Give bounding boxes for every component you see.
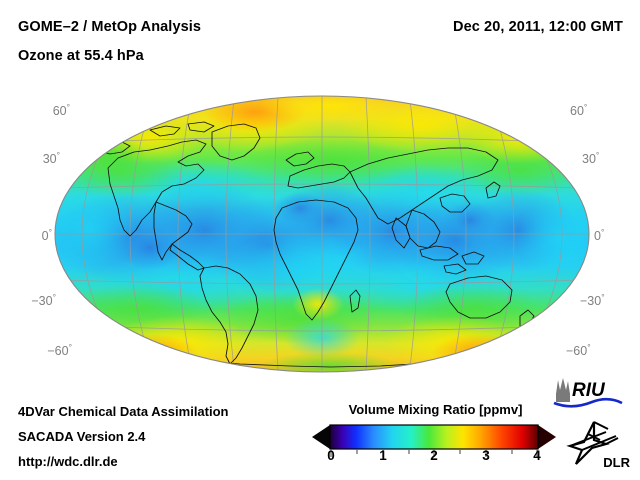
colorbar-over-arrow	[538, 425, 556, 449]
colorbar-tick-1: 1	[379, 448, 387, 463]
colorbar-tick-4: 4	[533, 448, 541, 463]
footer-line-version: SACADA Version 2.4	[18, 429, 146, 444]
ozone-field	[55, 96, 589, 372]
colorbar-tick-3: 3	[482, 448, 490, 463]
colorbar-gradient	[330, 425, 538, 449]
lat-label-right-30: 30°	[582, 150, 600, 167]
lat-label-right-minus30: −30°	[580, 292, 605, 309]
page-title: GOME–2 / MetOp Analysis	[18, 19, 202, 35]
logo-group: RIU	[553, 378, 623, 465]
lat-label-left-minus60: −60°	[47, 342, 72, 359]
date-stamp: Dec 20, 2011, 12:00 GMT	[453, 19, 623, 35]
riu-logo: RIU	[553, 378, 623, 408]
riu-logo-text: RIU	[572, 380, 606, 401]
globe-outline	[54, 95, 590, 373]
dlr-logo-text: DLR	[603, 455, 630, 470]
lat-label-left-60: 60°	[52, 102, 70, 119]
colorbar-tick-0: 0	[327, 448, 335, 463]
lat-label-right-60: 60°	[570, 102, 588, 119]
footer-line-assimilation: 4DVar Chemical Data Assimilation	[18, 404, 229, 419]
lat-label-left-0: 0°	[41, 227, 52, 244]
colorbar-under-arrow	[312, 425, 330, 449]
lat-label-left-30: 30°	[42, 150, 60, 167]
lat-label-right-minus60: −60°	[566, 342, 591, 359]
dlr-logo	[566, 421, 619, 465]
colorbar-title: Volume Mixing Ratio [ppmv]	[348, 402, 523, 417]
page-subtitle: Ozone at 55.4 hPa	[18, 48, 144, 64]
lat-label-right-0: 0°	[594, 227, 605, 244]
map-panel: 60° 30° 0° −30° −60° 60° 30° 0° −30° −60…	[0, 80, 640, 385]
colorbar	[312, 424, 556, 457]
lat-label-left-minus30: −30°	[31, 292, 56, 309]
footer-line-url[interactable]: http://wdc.dlr.de	[18, 454, 118, 469]
mollweide-map	[54, 95, 590, 373]
colorbar-tick-2: 2	[430, 448, 438, 463]
colorbar-ticks	[330, 449, 538, 457]
